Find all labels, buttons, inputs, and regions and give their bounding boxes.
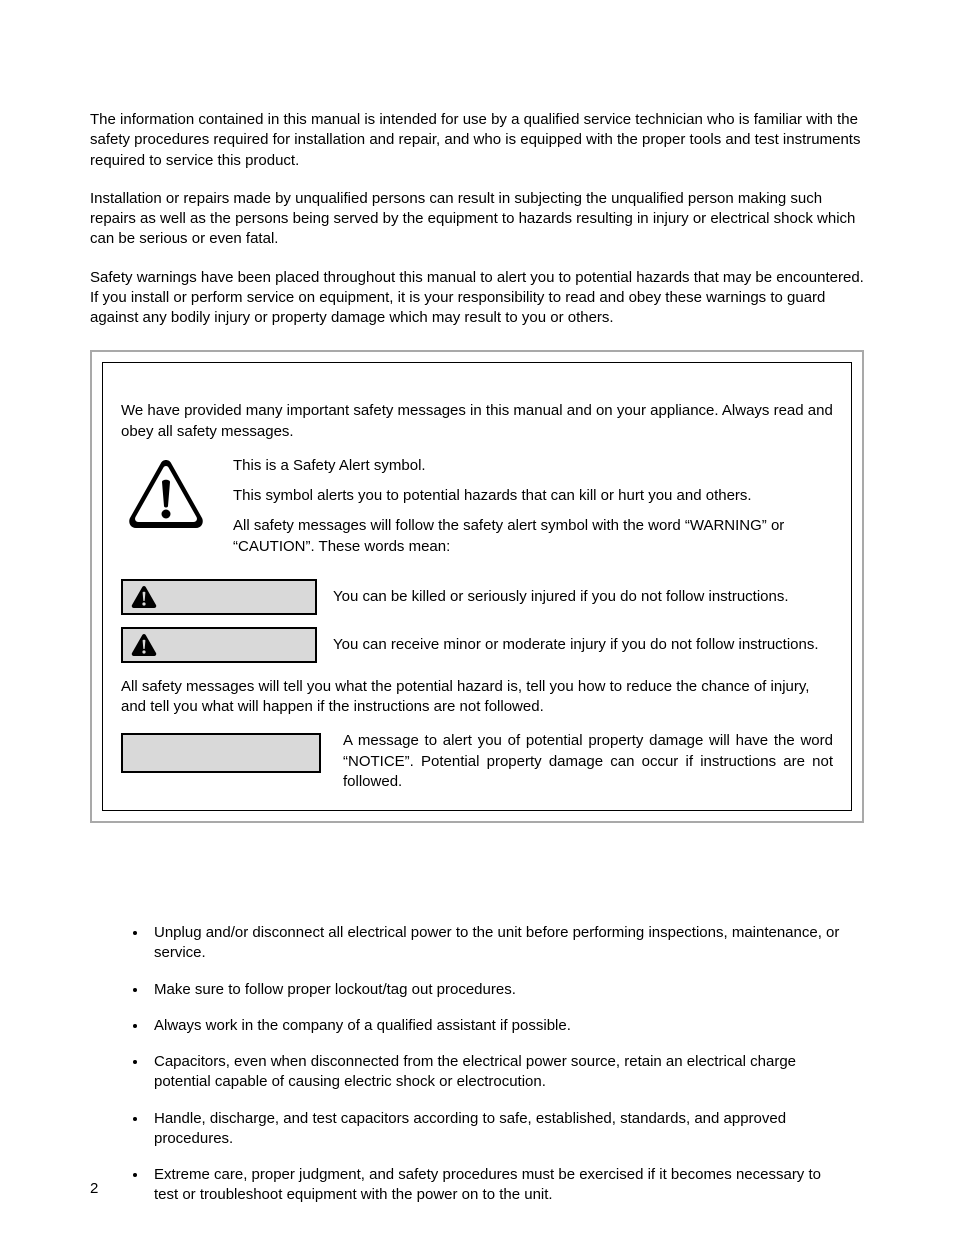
alert-text-2: This symbol alerts you to potential haza…	[233, 486, 833, 506]
list-item: Handle, discharge, and test capacitors a…	[148, 1109, 844, 1150]
alert-text-1: This is a Safety Alert symbol.	[233, 456, 833, 476]
warning-row: You can be killed or seriously injured i…	[121, 579, 833, 615]
page-number: 2	[90, 1180, 98, 1197]
safety-alert-small-icon	[131, 585, 157, 609]
list-item: Capacitors, even when disconnected from …	[148, 1052, 844, 1093]
notice-row: A message to alert you of potential prop…	[121, 731, 833, 792]
safety-box-inner: We have provided many important safety m…	[102, 362, 852, 811]
intro-paragraph-1: The information contained in this manual…	[90, 110, 864, 171]
safety-alert-large-icon	[121, 456, 211, 534]
safety-alert-row: This is a Safety Alert symbol. This symb…	[121, 456, 833, 567]
notice-text: A message to alert you of potential prop…	[343, 731, 833, 792]
list-item: Unplug and/or disconnect all electrical …	[148, 923, 844, 964]
notice-label-box	[121, 733, 321, 773]
list-item: Always work in the company of a qualifie…	[148, 1016, 844, 1036]
warning-label-box	[121, 579, 317, 615]
safety-bullet-list: Unplug and/or disconnect all electrical …	[128, 923, 864, 1206]
caution-text: You can receive minor or moderate injury…	[333, 635, 819, 655]
caution-label-box	[121, 627, 317, 663]
page: The information contained in this manual…	[0, 0, 954, 1235]
warning-text: You can be killed or seriously injured i…	[333, 587, 789, 607]
caution-row: You can receive minor or moderate injury…	[121, 627, 833, 663]
safety-mid-text: All safety messages will tell you what t…	[121, 677, 833, 718]
safety-alert-small-icon	[131, 633, 157, 657]
safety-alert-text-stack: This is a Safety Alert symbol. This symb…	[233, 456, 833, 567]
list-item: Make sure to follow proper lockout/tag o…	[148, 980, 844, 1000]
intro-paragraph-3: Safety warnings have been placed through…	[90, 268, 864, 329]
safety-intro-text: We have provided many important safety m…	[121, 401, 833, 442]
alert-text-3: All safety messages will follow the safe…	[233, 516, 833, 557]
intro-paragraph-2: Installation or repairs made by unqualif…	[90, 189, 864, 250]
safety-box-outer: We have provided many important safety m…	[90, 350, 864, 823]
list-item: Extreme care, proper judgment, and safet…	[148, 1165, 844, 1206]
